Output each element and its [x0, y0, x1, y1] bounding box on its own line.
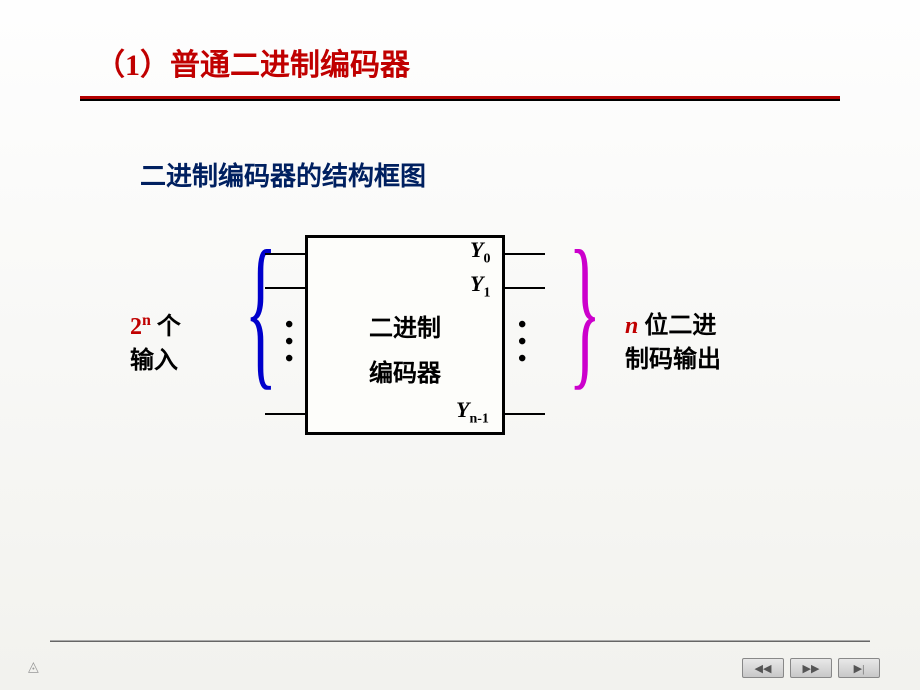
output-pin-line-last: [505, 413, 545, 415]
title-text: 普通二进制编码器: [170, 49, 410, 82]
output-label-last: Yn-1: [456, 397, 489, 427]
box-line2: 编码器: [308, 353, 502, 388]
output-label-0: Y0: [470, 237, 490, 267]
input-pin-line-1: [265, 287, 305, 289]
input-pin-line-0: [265, 253, 305, 255]
last-button[interactable]: ▶|: [838, 658, 880, 678]
divider-line: [80, 96, 840, 101]
bottom-divider: [50, 640, 870, 642]
input-pin-line-last: [265, 413, 305, 415]
prev-button[interactable]: ◀◀: [742, 658, 784, 678]
left-brace: {: [244, 225, 277, 395]
input-count-label: 2n 个 输入: [130, 310, 181, 378]
output-dots: •••: [518, 317, 526, 367]
title-prefix: （1）: [95, 49, 170, 82]
slide-container: （1）普通二进制编码器 二进制编码器的结构框图 2n 个 输入 { I0 I1 …: [0, 0, 920, 690]
output-label-1: Y1: [470, 271, 490, 301]
output-pin-line-0: [505, 253, 545, 255]
output-pin-line-1: [505, 287, 545, 289]
output-count-label: n 位二进 制码输出: [625, 310, 721, 377]
subtitle: 二进制编码器的结构框图: [140, 156, 870, 193]
box-line1: 二进制: [308, 308, 502, 343]
encoder-diagram: 2n 个 输入 { I0 I1 I2n−1 ••• 二进制 编码器 Y: [130, 235, 750, 455]
input-dots: •••: [285, 317, 293, 367]
nav-buttons: ◀◀ ▶▶ ▶|: [742, 658, 880, 678]
slide-title: （1）普通二进制编码器: [95, 40, 870, 84]
corner-icon: ◬: [28, 659, 39, 676]
next-button[interactable]: ▶▶: [790, 658, 832, 678]
right-brace: }: [568, 225, 601, 395]
